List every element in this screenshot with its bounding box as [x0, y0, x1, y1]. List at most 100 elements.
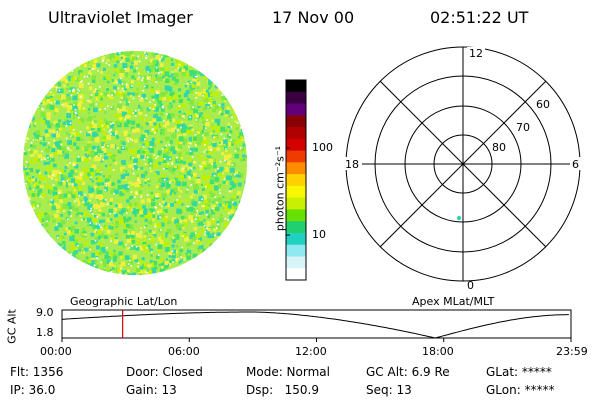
auroral-pixel: [238, 55, 243, 60]
auroral-pixel: [227, 204, 232, 209]
auroral-gap: [70, 262, 73, 265]
auroral-gap: [105, 182, 108, 185]
auroral-gap: [216, 201, 218, 204]
auroral-pixel: [186, 255, 191, 260]
auroral-pixel: [242, 240, 246, 244]
auroral-pixel: [218, 68, 222, 72]
auroral-pixel: [70, 169, 75, 174]
auroral-pixel: [48, 173, 53, 178]
auroral-gap: [32, 264, 35, 266]
auroral-pixel: [202, 90, 206, 94]
auroral-pixel: [222, 176, 225, 179]
auroral-pixel: [97, 178, 102, 183]
auroral-pixel: [120, 56, 123, 60]
auroral-gap: [51, 177, 53, 180]
auroral-pixel: [53, 257, 56, 261]
auroral-pixel: [220, 241, 224, 246]
auroral-pixel: [131, 272, 136, 275]
auroral-gap: [104, 199, 107, 201]
auroral-pixel: [57, 183, 60, 186]
auroral-pixel: [125, 74, 128, 78]
auroral-pixel: [178, 260, 182, 264]
auroral-pixel: [53, 186, 58, 191]
auroral-pixel: [150, 248, 153, 251]
auroral-pixel: [246, 171, 247, 175]
auroral-gap: [232, 89, 235, 92]
auroral-pixel: [23, 217, 27, 221]
auroral-pixel: [44, 129, 49, 133]
orbit-axis-label-wrap: GC Alt: [6, 309, 19, 344]
auroral-pixel: [141, 93, 147, 99]
auroral-pixel: [226, 106, 230, 110]
auroral-pixel: [150, 195, 154, 199]
auroral-pixel: [151, 267, 156, 272]
auroral-pixel: [121, 80, 126, 85]
auroral-pixel: [231, 140, 235, 144]
auroral-pixel: [67, 211, 71, 215]
auroral-pixel: [203, 95, 209, 101]
auroral-pixel: [84, 167, 89, 172]
auroral-pixel: [31, 177, 36, 182]
auroral-pixel: [170, 105, 173, 108]
auroral-pixel: [130, 80, 135, 84]
auroral-pixel: [144, 232, 148, 236]
auroral-pixel: [111, 79, 115, 82]
auroral-pixel: [242, 102, 246, 106]
auroral-gap: [213, 136, 215, 139]
auroral-pixel: [84, 153, 88, 157]
auroral-pixel: [229, 181, 234, 186]
auroral-pixel: [156, 116, 161, 122]
auroral-pixel: [97, 213, 101, 217]
auroral-pixel: [148, 184, 151, 187]
auroral-pixel: [44, 222, 49, 227]
auroral-pixel: [203, 136, 206, 140]
auroral-pixel: [242, 121, 246, 126]
auroral-pixel: [34, 226, 38, 231]
auroral-pixel: [186, 111, 192, 116]
auroral-pixel: [165, 163, 170, 168]
auroral-pixel: [230, 51, 235, 55]
auroral-pixel: [196, 267, 201, 272]
auroral-pixel: [228, 201, 232, 205]
auroral-pixel: [200, 112, 203, 115]
auroral-pixel: [118, 90, 122, 94]
auroral-gap: [150, 251, 153, 253]
auroral-pixel: [66, 96, 72, 101]
auroral-pixel: [116, 267, 122, 272]
auroral-pixel: [144, 171, 148, 174]
auroral-pixel: [120, 106, 126, 111]
auroral-pixel: [129, 95, 133, 98]
auroral-pixel: [44, 171, 48, 175]
auroral-pixel: [239, 132, 243, 136]
auroral-pixel: [60, 67, 64, 71]
auroral-pixel: [126, 173, 130, 176]
auroral-gap: [108, 64, 111, 66]
auroral-pixel: [151, 95, 154, 98]
colorbar-strip: [286, 103, 306, 116]
auroral-gap: [63, 55, 66, 58]
auroral-pixel: [74, 207, 79, 212]
auroral-pixel: [181, 233, 187, 238]
auroral-pixel: [115, 135, 120, 140]
orbit-x-ticks: [61, 338, 572, 342]
auroral-pixel: [48, 129, 52, 133]
auroral-pixel: [112, 222, 115, 225]
auroral-pixel: [174, 250, 178, 254]
auroral-pixel: [56, 146, 59, 149]
auroral-pixel: [79, 272, 82, 275]
auroral-gap: [31, 117, 33, 120]
auroral-pixel: [79, 213, 83, 217]
auroral-pixel: [170, 51, 173, 55]
auroral-pixel: [93, 119, 97, 124]
auroral-pixel: [23, 87, 26, 90]
auroral-gap: [206, 213, 208, 216]
auroral-pixel: [204, 149, 207, 151]
auroral-pixel: [231, 274, 236, 275]
auroral-pixel: [127, 92, 131, 96]
auroral-pixel: [142, 245, 146, 249]
auroral-pixel: [175, 146, 180, 151]
polar-plot: 12 18 6 0 60 70 80: [344, 46, 582, 292]
auroral-pixel: [126, 206, 130, 209]
auroral-pixel: [152, 218, 155, 222]
auroral-pixel: [135, 128, 140, 133]
